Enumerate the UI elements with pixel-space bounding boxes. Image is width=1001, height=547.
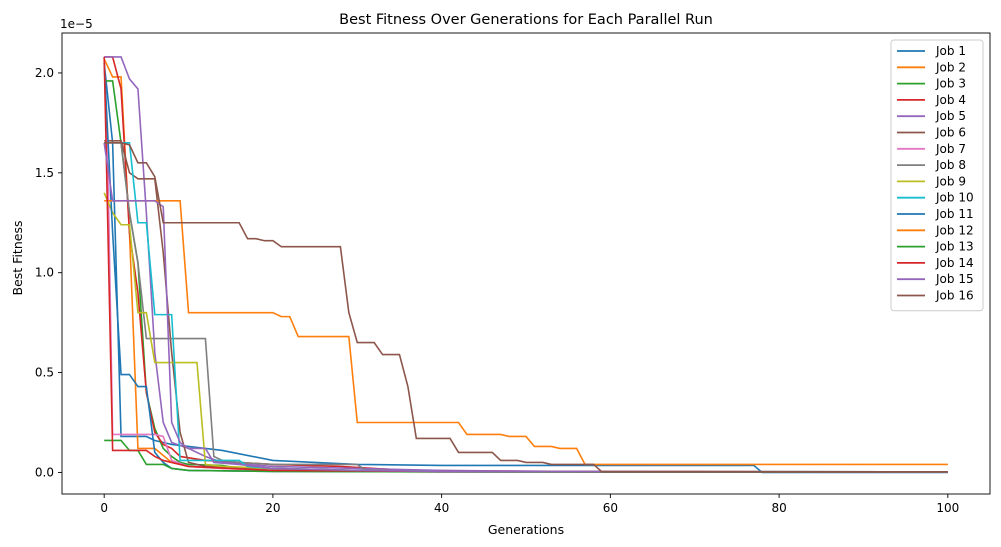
- x-tick-label: 20: [265, 501, 280, 515]
- series-line-job-5: [104, 56, 948, 473]
- series-line-job-6: [104, 140, 948, 473]
- plot-frame: [61, 32, 991, 495]
- series-line-job-2: [103, 58, 948, 473]
- y-axis-label: Best Fitness: [10, 221, 25, 296]
- series-line-job-12: [104, 199, 948, 466]
- x-tick-label: 60: [603, 501, 618, 515]
- legend-label-job-9: Job 9: [935, 174, 966, 188]
- legend-label-job-15: Job 15: [935, 272, 974, 286]
- y-tick-label: 2.0: [35, 66, 54, 80]
- legend-label-job-1: Job 1: [935, 44, 966, 58]
- x-tick-label: 100: [936, 501, 959, 515]
- legend-label-job-12: Job 12: [935, 223, 974, 237]
- x-axis-label: Generations: [488, 522, 564, 537]
- legend: Job 1 Job 2 Job 3 Job 4 Job 5 Job 6 Job 7 Job 8…: [890, 39, 984, 312]
- series-line-job-15: [103, 142, 948, 473]
- y-tick-label: 0.5: [35, 366, 54, 380]
- y-tick-label: 0.0: [35, 465, 54, 479]
- legend-label-job-11: Job 11: [935, 207, 974, 221]
- series-line-job-9: [103, 192, 948, 473]
- y-offset-label: 1e−5: [60, 17, 93, 31]
- legend-label-job-7: Job 7: [935, 142, 966, 156]
- y-tick-label: 1.0: [35, 266, 54, 280]
- legend-label-job-6: Job 6: [935, 126, 966, 140]
- x-tick-label: 40: [434, 501, 449, 515]
- y-axis: 0.0 0.5 1.0 1.5 2.0: [35, 66, 62, 479]
- legend-label-job-3: Job 3: [935, 77, 966, 91]
- series-line-job-1: [103, 62, 948, 474]
- series-lines: [103, 56, 948, 474]
- legend-label-job-13: Job 13: [935, 240, 974, 254]
- series-line-job-3: [104, 80, 948, 473]
- legend-label-job-14: Job 14: [935, 256, 974, 270]
- series-line-job-8: [104, 142, 948, 473]
- legend-label-job-4: Job 4: [935, 93, 966, 107]
- series-line-job-7: [103, 56, 948, 473]
- legend-label-job-16: Job 16: [935, 289, 974, 303]
- series-line-job-14: [103, 56, 948, 473]
- plot-area: [61, 32, 991, 495]
- series-line-job-16: [104, 142, 948, 473]
- x-axis: 0 20 40 60 80 100: [100, 494, 959, 515]
- legend-label-job-8: Job 8: [935, 158, 966, 172]
- chart-title: Best Fitness Over Generations for Each P…: [339, 12, 713, 28]
- legend-label-job-5: Job 5: [935, 109, 966, 123]
- y-tick-label: 1.5: [35, 166, 54, 180]
- legend-label-job-10: Job 10: [935, 191, 974, 205]
- legend-box: [890, 39, 984, 312]
- legend-label-job-2: Job 2: [935, 60, 966, 74]
- x-tick-label: 80: [771, 501, 786, 515]
- series-line-job-13: [104, 439, 948, 473]
- x-tick-label: 0: [100, 501, 108, 515]
- series-line-job-4: [104, 56, 948, 473]
- series-line-job-10: [104, 142, 948, 473]
- series-line-job-11: [103, 62, 948, 473]
